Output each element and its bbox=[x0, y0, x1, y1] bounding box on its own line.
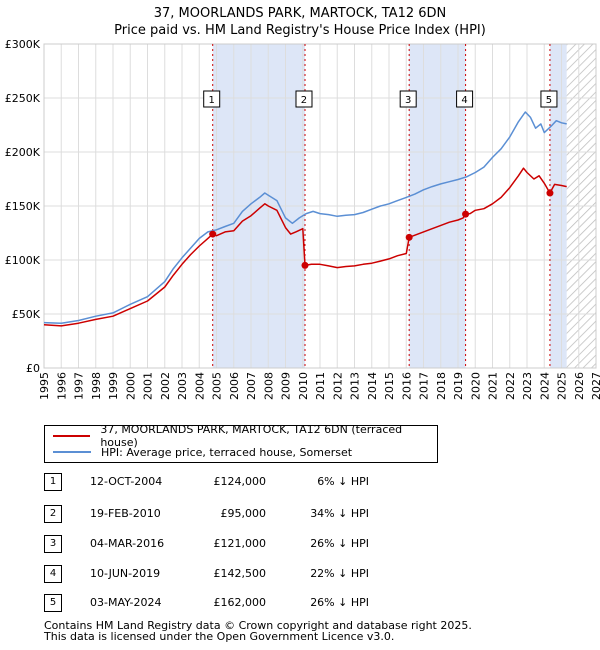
x-tick-label: 2005 bbox=[211, 372, 224, 400]
sale-hpi-diff: 22% ↓ HPI bbox=[310, 567, 369, 580]
sale-number: 1 bbox=[44, 473, 62, 491]
x-tick-label: 2014 bbox=[366, 372, 379, 400]
y-tick-label: £200K bbox=[5, 146, 41, 159]
sale-number: 4 bbox=[44, 565, 62, 583]
x-tick-label: 2004 bbox=[193, 372, 206, 400]
x-tick-label: 2011 bbox=[314, 372, 327, 400]
sale-date: 12-OCT-2004 bbox=[90, 475, 163, 488]
x-tick-label: 1995 bbox=[38, 372, 51, 400]
x-tick-label: 2021 bbox=[487, 372, 500, 400]
y-tick-label: £150K bbox=[5, 200, 41, 213]
sale-hpi-diff: 26% ↓ HPI bbox=[310, 596, 369, 609]
sale-marker-box-1 bbox=[203, 90, 221, 108]
footer-copyright: Contains HM Land Registry data © Crown c… bbox=[44, 619, 472, 632]
sale-hpi-diff: 6% ↓ HPI bbox=[317, 475, 369, 488]
legend-item-hpi: HPI: Average price, terraced house, Some… bbox=[53, 445, 352, 459]
plot-border bbox=[43, 43, 597, 369]
sale-marker-label-3: 3 bbox=[405, 95, 411, 106]
table-row: 2 19-FEB-2010 £95,000 34% ↓ HPI bbox=[44, 503, 444, 525]
x-tick-label: 2010 bbox=[297, 372, 310, 400]
sale-price: £95,000 bbox=[220, 507, 267, 520]
x-tick-label: 2019 bbox=[452, 372, 465, 400]
y-tick-label: £300K bbox=[5, 38, 41, 51]
x-tick-label: 2027 bbox=[590, 372, 600, 400]
table-row: 1 12-OCT-2004 £124,000 6% ↓ HPI bbox=[44, 471, 444, 493]
y-tick-label: £250K bbox=[5, 92, 41, 105]
sale-point-2 bbox=[301, 261, 309, 269]
legend-item-price: 37, MOORLANDS PARK, MARTOCK, TA12 6DN (t… bbox=[53, 423, 437, 449]
sale-marker-box-3 bbox=[399, 90, 417, 108]
sale-marker-box-4 bbox=[456, 90, 474, 108]
sale-point-4 bbox=[462, 210, 470, 218]
sale-marker-box-2 bbox=[295, 90, 313, 108]
x-tick-label: 2000 bbox=[124, 372, 137, 400]
sale-point-1 bbox=[209, 230, 217, 238]
table-row: 5 03-MAY-2024 £162,000 26% ↓ HPI bbox=[44, 592, 444, 614]
sale-hpi-diff: 26% ↓ HPI bbox=[310, 537, 369, 550]
sale-price: £124,000 bbox=[213, 475, 267, 488]
sale-marker-label-5: 5 bbox=[546, 95, 552, 106]
x-tick-label: 2020 bbox=[469, 372, 482, 400]
sale-marker-label-4: 4 bbox=[461, 95, 467, 106]
x-tick-label: 2008 bbox=[262, 372, 275, 400]
x-tick-label: 2016 bbox=[400, 372, 413, 400]
price-chart: 1 2 3 4 5 £0 £50K £100K £150K £200K £250K £300K 1995… bbox=[5, 38, 600, 400]
x-tick-label: 2001 bbox=[142, 372, 155, 400]
x-tick-label: 2012 bbox=[331, 372, 344, 400]
x-tick-label: 2022 bbox=[504, 372, 517, 400]
sale-date: 19-FEB-2010 bbox=[90, 507, 161, 520]
x-tick-label: 2007 bbox=[245, 372, 258, 400]
sale-marker-label-2: 2 bbox=[301, 95, 307, 106]
x-tick-label: 2017 bbox=[418, 372, 431, 400]
x-tick-label: 2002 bbox=[159, 372, 172, 400]
sale-date: 03-MAY-2024 bbox=[90, 596, 162, 609]
x-tick-label: 1997 bbox=[73, 372, 86, 400]
y-tick-label: £0 bbox=[26, 362, 40, 375]
sale-point-3 bbox=[405, 233, 413, 241]
x-tick-label: 1998 bbox=[90, 372, 103, 400]
footer: Contains HM Land Registry data © Crown c… bbox=[44, 620, 472, 642]
x-tick-label: 2013 bbox=[349, 372, 362, 400]
sale-number: 3 bbox=[44, 535, 62, 553]
sale-date: 04-MAR-2016 bbox=[90, 537, 165, 550]
price-series-line bbox=[43, 167, 567, 327]
x-tick-label: 1999 bbox=[107, 372, 120, 400]
y-tick-label: £100K bbox=[5, 254, 41, 267]
x-tick-label: 2018 bbox=[435, 372, 448, 400]
x-tick-label: 2025 bbox=[556, 372, 569, 400]
x-tick-label: 2023 bbox=[521, 372, 534, 400]
x-tick-label: 2009 bbox=[280, 372, 293, 400]
x-tick-label: 2026 bbox=[573, 372, 586, 400]
x-tick-label: 2024 bbox=[538, 372, 551, 400]
legend-label-hpi: HPI: Average price, terraced house, Some… bbox=[101, 445, 353, 459]
sale-number: 2 bbox=[44, 505, 62, 523]
sale-date: 10-JUN-2019 bbox=[90, 567, 161, 580]
y-tick-label: £50K bbox=[12, 308, 41, 321]
sale-price: £121,000 bbox=[213, 537, 267, 550]
sale-hpi-diff: 34% ↓ HPI bbox=[310, 507, 369, 520]
chart-title-line1: 37, MOORLANDS PARK, MARTOCK, TA12 6DN bbox=[153, 6, 447, 21]
chart-title-line2: Price paid vs. HM Land Registry's House … bbox=[114, 23, 486, 38]
table-row: 3 04-MAR-2016 £121,000 26% ↓ HPI bbox=[44, 533, 444, 555]
legend-swatch-price bbox=[53, 435, 91, 437]
sale-number: 5 bbox=[44, 594, 62, 612]
table-row: 4 10-JUN-2019 £142,500 22% ↓ HPI bbox=[44, 563, 444, 585]
legend: 37, MOORLANDS PARK, MARTOCK, TA12 6DN (t… bbox=[44, 423, 438, 463]
legend-label-price: 37, MOORLANDS PARK, MARTOCK, TA12 6DN (t… bbox=[100, 423, 403, 449]
sale-marker-label-1: 1 bbox=[209, 95, 215, 106]
sale-point-5 bbox=[546, 189, 554, 197]
hpi-series-line bbox=[43, 111, 567, 324]
legend-swatch-hpi bbox=[53, 451, 91, 453]
sale-marker-box-5 bbox=[540, 90, 558, 108]
x-tick-label: 2015 bbox=[383, 372, 396, 400]
sale-price: £142,500 bbox=[213, 567, 267, 580]
x-tick-label: 1996 bbox=[55, 372, 68, 400]
sale-price: £162,000 bbox=[213, 596, 267, 609]
footer-licence: This data is licensed under the Open Gov… bbox=[44, 630, 395, 643]
x-tick-label: 2006 bbox=[228, 372, 241, 400]
x-tick-label: 2003 bbox=[176, 372, 189, 400]
